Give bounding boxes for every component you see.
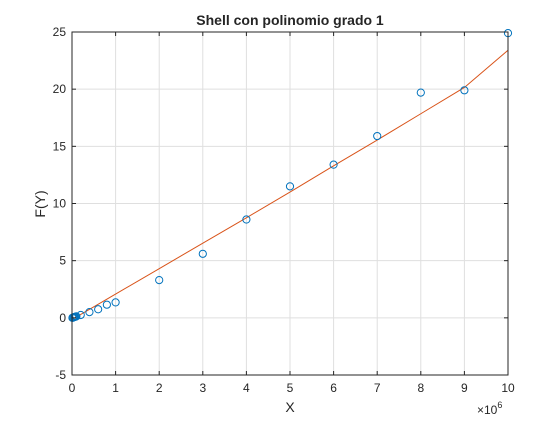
fit-layer [71,49,509,320]
data-point-9 [102,300,111,309]
data-point-7 [85,308,94,317]
data-point-17 [416,88,425,97]
x-tick-label-7: 7 [374,381,381,395]
x-tick-label-3: 3 [199,381,206,395]
x-tick-label-10: 10 [501,381,515,395]
x-axis-label: X [285,399,295,415]
data-point-10 [111,298,120,307]
x-tick-label-9: 9 [461,381,468,395]
y-tick-label-2: 5 [59,254,66,268]
data-point-11 [155,276,164,285]
data-point-8 [94,305,103,314]
x-tick-label-6: 6 [330,381,337,395]
x-tick-label-1: 1 [112,381,119,395]
data-point-15 [329,160,338,169]
data-point-5 [72,312,81,321]
fit-line [71,49,509,320]
data-point-16 [373,131,382,141]
y-axis-label: F(Y) [32,190,48,217]
grid-layer [71,31,509,376]
data-point-6 [76,310,85,320]
x-exponent-label: ×106 [477,400,502,417]
x-tick-label-0: 0 [69,381,76,395]
y-tick-label-1: 0 [59,311,66,325]
y-tick-label-6: 25 [53,25,67,39]
data-point-18 [460,86,469,95]
x-tick-label-8: 8 [417,381,424,395]
x-tick-label-2: 2 [156,381,163,395]
y-tick-label-3: 10 [53,197,67,211]
data-point-12 [198,249,207,258]
x-tick-label-4: 4 [243,381,250,395]
y-tick-label-5: 20 [53,82,67,96]
x-exponent-base: ×10 [477,403,498,417]
x-exponent-power: 6 [497,400,502,410]
x-tick-label-5: 5 [287,381,294,395]
chart-title: Shell con polinomio grado 1 [196,12,384,28]
y-tick-label-4: 15 [53,139,67,153]
data-point-13 [242,215,251,224]
data-point-14 [285,182,295,191]
y-tick-label-0: -5 [55,368,66,382]
